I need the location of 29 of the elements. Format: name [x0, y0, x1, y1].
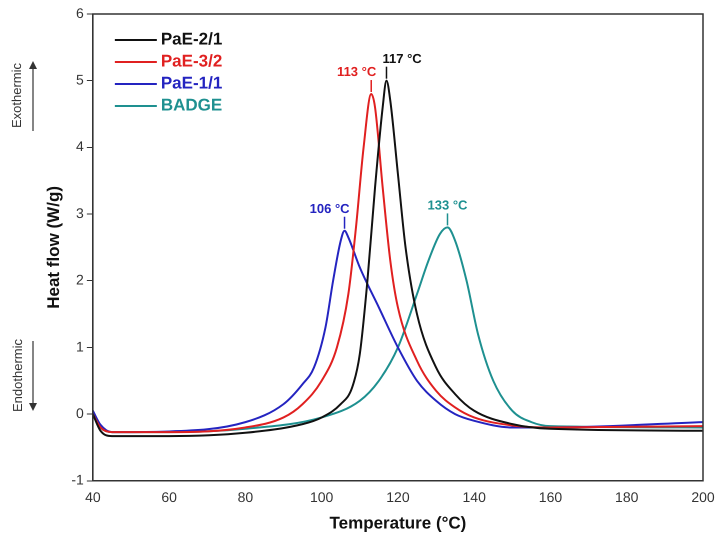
x-tick-label: 60 [161, 489, 178, 506]
x-tick-label: 140 [462, 489, 486, 506]
x-axis-title: Temperature (°C) [330, 513, 466, 532]
text: Endothermic [10, 339, 25, 412]
y-tick-label: 5 [76, 72, 84, 88]
annotation: 117 °C [382, 50, 422, 66]
x-tick-label: 160 [538, 489, 562, 506]
y-tick-label: 3 [76, 204, 84, 221]
x-tick-label: 200 [691, 489, 715, 506]
x-tick-label: 180 [615, 489, 639, 506]
x-tick-label: 100 [310, 489, 334, 506]
legend-label: PaE-2/1 [160, 30, 222, 49]
x-tick-label: 120 [386, 489, 410, 506]
y-tick-label: 4 [76, 138, 84, 154]
y-tick-label: 0 [76, 404, 84, 421]
legend-label: PaE-1/1 [160, 74, 222, 93]
y-tick-label: 6 [76, 4, 84, 21]
y-tick-label: 2 [76, 272, 84, 288]
annotation: 106 °C [310, 200, 350, 216]
x-tick-label: 80 [238, 489, 254, 506]
y-tick-label: -1 [71, 472, 84, 488]
text: Exothermic [10, 63, 24, 128]
annotation: 113 °C [337, 64, 377, 80]
legend-label: PaE-3/2 [160, 52, 222, 71]
annotation: 133 °C [428, 197, 468, 212]
legend-label: BADGE [160, 96, 222, 115]
x-tick-label: 40 [85, 489, 101, 506]
y-axis-title: Heat flow (W/g) [44, 186, 63, 309]
y-tick-label: 1 [76, 338, 84, 354]
